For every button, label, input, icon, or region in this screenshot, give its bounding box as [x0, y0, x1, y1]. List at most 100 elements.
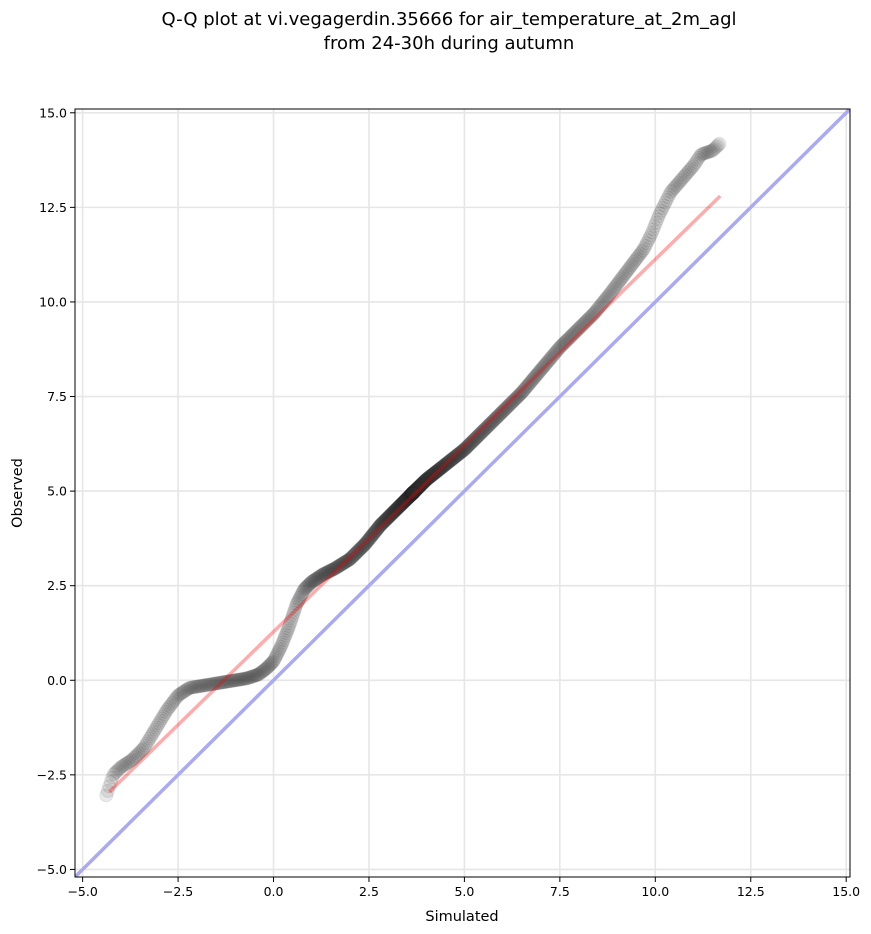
qq-point [450, 447, 465, 462]
qq-point [205, 677, 220, 692]
qq-point [533, 363, 548, 378]
qq-point [446, 451, 461, 466]
qq-point [635, 243, 650, 258]
qq-point [245, 669, 260, 684]
x-tick-label: 0.0 [264, 884, 284, 899]
x-tick-label: −2.5 [163, 884, 193, 899]
qq-point [340, 553, 355, 568]
qq-point [676, 170, 691, 185]
qq-point [381, 509, 396, 524]
qq-point [425, 468, 440, 483]
qq-point [385, 505, 400, 520]
qq-point [534, 362, 549, 377]
qq-point [473, 426, 488, 441]
qq-point [438, 457, 453, 472]
qq-point [407, 484, 422, 499]
qq-point [395, 496, 410, 511]
qq-point [687, 157, 702, 172]
qq-point [441, 455, 456, 470]
qq-point [243, 670, 258, 685]
qq-point [129, 748, 144, 763]
qq-point [311, 570, 326, 585]
qq-point [169, 690, 184, 705]
qq-point [343, 551, 358, 566]
qq-point [222, 674, 237, 689]
qq-point [201, 677, 216, 692]
qq-point [292, 590, 307, 605]
qq-point [410, 481, 425, 496]
qq-point [343, 551, 358, 566]
qq-point [579, 313, 594, 328]
qq-point [510, 390, 525, 405]
qq-point [359, 535, 374, 550]
qq-point [624, 258, 639, 273]
qq-point [142, 731, 157, 746]
qq-point [475, 424, 490, 439]
qq-point [405, 485, 420, 500]
qq-point [150, 718, 165, 733]
qq-point [319, 565, 334, 580]
qq-point [404, 486, 419, 501]
qq-point [670, 177, 685, 192]
qq-point [405, 485, 420, 500]
chart-title-line-2: from 24-30h during autumn [324, 33, 575, 54]
qq-point [467, 432, 482, 447]
qq-point [630, 249, 645, 264]
qq-point [375, 516, 390, 531]
qq-point [365, 528, 380, 543]
qq-point [407, 484, 422, 499]
x-tick-label: 12.5 [737, 884, 765, 899]
qq-point [405, 485, 420, 500]
qq-point [405, 486, 420, 501]
qq-point [642, 230, 657, 245]
qq-point [296, 583, 311, 598]
qq-point [419, 472, 434, 487]
qq-point [391, 500, 406, 515]
qq-point [405, 485, 420, 500]
qq-point [407, 484, 422, 499]
qq-point [432, 462, 447, 477]
qq-point [414, 477, 429, 492]
qq-point [391, 499, 406, 514]
qq-point [514, 385, 529, 400]
qq-point [412, 479, 427, 494]
qq-point [409, 482, 424, 497]
qq-point [421, 470, 436, 485]
qq-point [643, 228, 658, 243]
qq-point [145, 727, 160, 742]
qq-point [112, 761, 127, 776]
qq-point [637, 241, 652, 256]
qq-point [127, 750, 142, 765]
qq-point [495, 404, 510, 419]
qq-point [388, 502, 403, 517]
qq-point [152, 715, 167, 730]
y-tick-label: 12.5 [39, 200, 67, 215]
qq-point [265, 655, 280, 670]
qq-point [178, 683, 193, 698]
qq-point [405, 486, 420, 501]
qq-point [122, 754, 137, 769]
qq-point [558, 334, 573, 349]
qq-point [447, 450, 462, 465]
y-axis-label: Observed [10, 458, 26, 528]
qq-point [195, 678, 210, 693]
qq-point [404, 487, 419, 502]
qq-point [476, 423, 491, 438]
qq-point [494, 405, 509, 420]
qq-point [661, 190, 676, 205]
qq-point [566, 326, 581, 341]
qq-point [485, 414, 500, 429]
qq-point [118, 757, 133, 772]
qq-point [358, 536, 373, 551]
qq-point [513, 386, 528, 401]
qq-point [240, 671, 255, 686]
qq-point [406, 485, 421, 500]
y-tick-label: −5.0 [37, 862, 67, 877]
qq-point [399, 492, 414, 507]
qq-point [321, 564, 336, 579]
qq-point [480, 419, 495, 434]
qq-point [456, 443, 471, 458]
qq-point [316, 567, 331, 582]
qq-point [421, 470, 436, 485]
qq-point [492, 408, 507, 423]
